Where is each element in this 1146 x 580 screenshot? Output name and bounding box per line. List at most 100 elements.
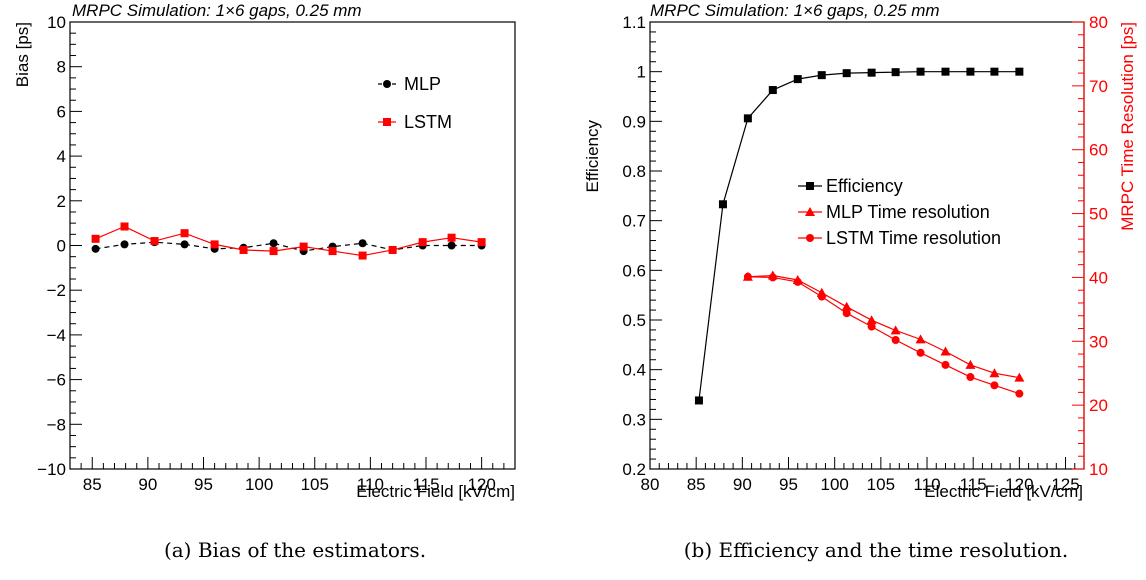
y-tick-label: −6: [47, 371, 66, 390]
legend-marker: [806, 234, 814, 242]
data-point-lstm: [239, 245, 248, 254]
x-tick-label: 115: [412, 475, 439, 494]
data-point-lstm: [120, 222, 129, 231]
x-tick-label: 80: [641, 475, 660, 494]
y-tick-label: 1: [637, 63, 646, 82]
data-point-lstm: [210, 240, 219, 249]
legend-label: LSTM Time resolution: [826, 228, 1001, 248]
x-tick-label: 105: [867, 475, 895, 494]
y-tick-label: −4: [47, 326, 66, 345]
data-point-mlp: [180, 240, 189, 249]
series-line-mlp: [95, 241, 482, 252]
data-point-mlp-time-resolution: [1014, 372, 1025, 382]
data-point-lstm-time-resolution: [990, 381, 999, 390]
x-axis-label: Electric Field [kV/cm]: [356, 482, 515, 501]
data-point-lstm-time-resolution: [743, 272, 752, 281]
data-point-efficiency: [694, 396, 703, 405]
y-tick-label: −8: [47, 415, 66, 434]
y-tick-label: 10: [47, 13, 66, 32]
right-y-tick-label: 10: [1089, 460, 1108, 479]
x-tick-label: 115: [960, 475, 987, 494]
data-point-efficiency: [842, 69, 851, 78]
x-tick-label: 125: [1051, 475, 1079, 494]
data-point-lstm-time-resolution: [1015, 389, 1024, 398]
data-point-lstm: [358, 251, 367, 260]
right-y-tick-label: 60: [1089, 141, 1108, 160]
data-point-lstm-time-resolution: [793, 277, 802, 286]
y-tick-label: 0.9: [622, 112, 646, 131]
data-point-efficiency: [1015, 67, 1024, 76]
y-tick-label: 8: [57, 58, 66, 77]
y-tick-label: 0.3: [622, 410, 646, 429]
x-tick-label: 95: [194, 475, 213, 494]
data-point-efficiency: [941, 67, 950, 76]
x-tick-label: 95: [779, 475, 798, 494]
legend-marker: [383, 118, 391, 126]
data-point-mlp: [91, 244, 100, 253]
data-point-lstm: [91, 234, 100, 243]
data-point-mlp-time-resolution: [989, 368, 1000, 378]
y-tick-label: 0.7: [622, 212, 646, 231]
legend-marker: [805, 207, 815, 216]
right-y-tick-label: 70: [1089, 77, 1108, 96]
data-point-lstm-time-resolution: [768, 273, 777, 282]
y-tick-label: 4: [57, 147, 66, 166]
data-point-lstm: [180, 229, 189, 238]
data-point-mlp-time-resolution: [915, 334, 926, 344]
data-point-efficiency: [891, 68, 900, 77]
efficiency-chart: MRPC Simulation: 1×6 gaps, 0.25 mm Effic…: [583, 1, 1137, 562]
data-point-mlp-time-resolution: [841, 301, 852, 311]
x-tick-label: 100: [820, 475, 848, 494]
x-tick-label: 105: [301, 475, 329, 494]
data-point-mlp: [120, 240, 129, 249]
data-point-efficiency: [966, 67, 975, 76]
data-point-efficiency: [743, 114, 752, 123]
right-y-tick-label: 30: [1089, 332, 1108, 351]
data-point-lstm: [388, 245, 397, 254]
data-point-efficiency: [916, 67, 925, 76]
y-tick-label: 0.6: [622, 261, 646, 280]
series-line-lstm-time-resolution: [747, 276, 1020, 395]
y-tick-label: 0.4: [622, 361, 646, 380]
series-line-mlp-time-resolution: [747, 274, 1020, 379]
x-tick-label: 120: [467, 475, 495, 494]
data-point-lstm-time-resolution: [817, 292, 826, 301]
y-tick-label: 1.1: [622, 13, 646, 32]
series-line-lstm: [95, 225, 482, 257]
data-point-efficiency: [867, 68, 876, 77]
x-tick-label: 90: [138, 475, 157, 494]
data-point-lstm: [269, 247, 278, 256]
data-point-lstm: [477, 238, 486, 247]
y-tick-label: 0.8: [622, 162, 646, 181]
data-point-lstm-time-resolution: [891, 336, 900, 345]
data-point-efficiency: [718, 200, 727, 209]
right-y-tick-label: 20: [1089, 396, 1108, 415]
bias-chart: MRPC Simulation: 1×6 gaps, 0.25 mm Bias …: [13, 1, 516, 562]
data-point-mlp-time-resolution: [890, 325, 901, 335]
caption: (a) Bias of the estimators.: [164, 538, 426, 562]
y-axis-label: Efficiency: [583, 120, 602, 193]
data-point-lstm-time-resolution: [867, 322, 876, 331]
y-tick-label: −10: [37, 460, 66, 479]
y-tick-label: −2: [47, 281, 66, 300]
y-tick-label: 0: [57, 237, 66, 256]
x-tick-label: 110: [357, 475, 384, 494]
x-axis-label: Electric Field [kV/cm]: [924, 482, 1083, 501]
right-y-axis-label: MRPC Time Resolution [ps]: [1118, 22, 1137, 231]
data-point-mlp-time-resolution: [965, 359, 976, 369]
right-y-tick-label: 40: [1089, 268, 1108, 287]
data-point-efficiency: [793, 75, 802, 84]
data-point-mlp: [447, 241, 456, 250]
data-point-mlp: [358, 239, 367, 248]
legend-marker: [806, 182, 814, 190]
data-point-mlp-time-resolution: [866, 315, 877, 325]
chart-title: MRPC Simulation: 1×6 gaps, 0.25 mm: [650, 1, 940, 20]
data-point-efficiency: [990, 67, 999, 76]
data-point-lstm: [299, 242, 308, 251]
data-point-lstm: [328, 247, 337, 256]
caption: (b) Efficiency and the time resolution.: [684, 538, 1069, 562]
data-point-mlp-time-resolution: [940, 346, 951, 356]
x-tick-label: 90: [733, 475, 752, 494]
data-point-efficiency: [768, 86, 777, 95]
